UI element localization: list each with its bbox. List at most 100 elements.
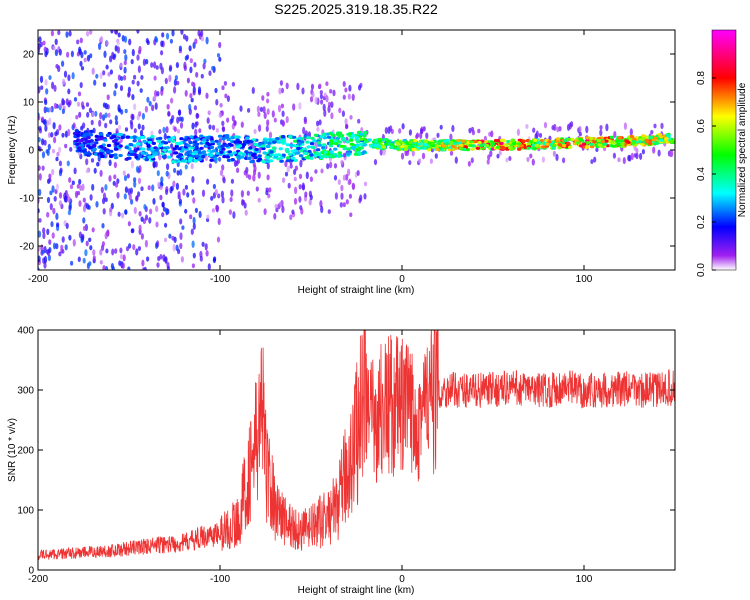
spectrogram-cell — [67, 210, 71, 216]
spectrogram-cell — [140, 75, 144, 80]
spectrogram-cell — [165, 126, 169, 134]
spectrogram-cell — [162, 126, 166, 134]
spectrogram-ridge-cell — [171, 160, 176, 164]
spectrogram-cell — [266, 119, 270, 127]
spectrogram-cell — [38, 218, 42, 223]
spectrogram-cell — [221, 120, 225, 127]
spectrogram-ridge-cell — [381, 145, 387, 149]
spectrogram-cell — [148, 100, 152, 107]
spectrogram-ridge-cell — [161, 155, 166, 159]
spectrogram-cell — [68, 202, 72, 210]
spectrogram-ridge-cell — [241, 152, 247, 156]
spectrogram-ridge-cell — [214, 139, 219, 143]
spectrogram-cell — [104, 266, 109, 270]
spectrogram-ridge-cell — [128, 149, 134, 154]
spectrogram-cell — [552, 150, 557, 157]
spectrogram-cell — [252, 174, 256, 182]
spectrogram-ridge-cell — [188, 158, 193, 162]
spectrogram-ridge-cell — [315, 152, 320, 156]
spectrogram-ridge-cell — [610, 140, 615, 144]
spectrogram-cell — [124, 108, 128, 114]
spectrogram-ridge-cell — [228, 153, 234, 157]
spectrogram-cell — [289, 163, 293, 169]
spectrogram-cell — [89, 30, 93, 35]
spectrogram-ridge-cell — [347, 132, 352, 136]
spectrogram-y-tick-label: 10 — [23, 98, 35, 109]
spectrogram-ridge-cell — [307, 149, 312, 154]
spectrogram-ridge-cell — [230, 136, 235, 140]
spectrogram-ridge-cell — [293, 139, 298, 143]
spectrogram-cell — [210, 195, 214, 201]
spectrogram-cell — [223, 81, 227, 86]
spectrogram-cell — [146, 256, 150, 262]
spectrogram-ridge-cell — [200, 155, 206, 159]
spectrogram-y-tick-label: 0 — [28, 146, 34, 157]
spectrogram-ridge-cell — [384, 142, 389, 146]
spectrogram-cell — [82, 204, 87, 213]
spectrogram-cell — [38, 136, 41, 143]
spectrogram-cell — [342, 174, 346, 181]
spectrogram-cell — [107, 72, 111, 77]
spectrogram-cell — [245, 166, 249, 174]
spectrogram-ridge-cell — [631, 141, 636, 145]
spectrogram-cell — [48, 107, 52, 112]
spectrogram-cell — [124, 54, 128, 62]
spectrogram-ridge-cell — [186, 150, 191, 154]
spectrogram-cell — [490, 130, 494, 138]
spectrogram-cell — [124, 127, 129, 132]
spectrogram-cell — [168, 233, 172, 239]
spectrogram-cell — [192, 222, 196, 230]
spectrogram-cell — [201, 189, 206, 197]
spectrogram-ridge-cell — [389, 145, 394, 150]
spectrogram-ridge-cell — [561, 144, 567, 148]
spectrogram-ridge-cell — [566, 137, 571, 141]
spectrogram-cell — [131, 93, 135, 101]
spectrogram-ridge-cell — [645, 135, 650, 139]
spectrogram-cell — [176, 116, 180, 124]
spectrogram-cell — [334, 192, 338, 200]
spectrogram-cell — [162, 206, 166, 212]
spectrogram-ridge-cell — [113, 153, 118, 157]
spectrogram-cell — [140, 233, 144, 240]
spectrogram-ridge-cell — [396, 142, 401, 146]
spectrogram-cell — [408, 160, 412, 166]
spectrogram-cell — [189, 58, 193, 64]
spectrogram-cell — [41, 138, 45, 146]
spectrogram-ridge-cell — [620, 142, 625, 146]
spectrogram-cell — [176, 80, 180, 86]
spectrogram-cell — [111, 51, 115, 60]
spectrogram-cell — [526, 156, 530, 162]
spectrogram-cell — [311, 92, 315, 98]
spectrogram-ridge-cell — [112, 134, 117, 139]
spectrogram-cell — [236, 167, 240, 174]
spectrogram-cell — [184, 184, 188, 190]
spectrogram-ridge-cell — [412, 139, 418, 143]
spectrogram-cell — [38, 188, 42, 197]
spectrogram-x-tick-label: 100 — [576, 274, 593, 285]
spectrogram-cell — [137, 246, 141, 251]
spectrogram-cell — [310, 83, 315, 90]
spectrogram-ridge-cell — [403, 147, 409, 151]
spectrogram-cell — [170, 185, 174, 192]
spectrogram-cell — [199, 255, 203, 262]
spectrogram-ridge-cell — [468, 140, 474, 144]
spectrogram-cell — [157, 181, 161, 188]
spectrogram-ridge-cell — [566, 142, 571, 146]
spectrogram-cell — [56, 151, 60, 157]
spectrogram-cell — [50, 30, 55, 37]
colorbar: 0.0 0.2 0.4 0.6 0.8 Normalized spectral ampl… — [696, 29, 748, 277]
spectrogram-cell — [258, 124, 262, 132]
spectrogram-cell — [162, 254, 166, 262]
spectrogram-cell — [158, 129, 162, 135]
spectrogram-ridge-cell — [302, 151, 308, 155]
spectrogram-cell — [156, 90, 160, 97]
spectrogram-cell — [486, 159, 490, 165]
spectrogram-cell — [285, 116, 289, 124]
spectrogram-ridge-cell — [221, 147, 226, 151]
spectrogram-cell — [318, 119, 322, 126]
spectrogram-cell — [52, 45, 56, 51]
spectrogram-cell — [48, 75, 52, 81]
spectrogram-ridge-cell — [214, 151, 220, 155]
spectrogram-cell — [165, 188, 169, 196]
spectrogram-ridge-cell — [120, 135, 126, 140]
